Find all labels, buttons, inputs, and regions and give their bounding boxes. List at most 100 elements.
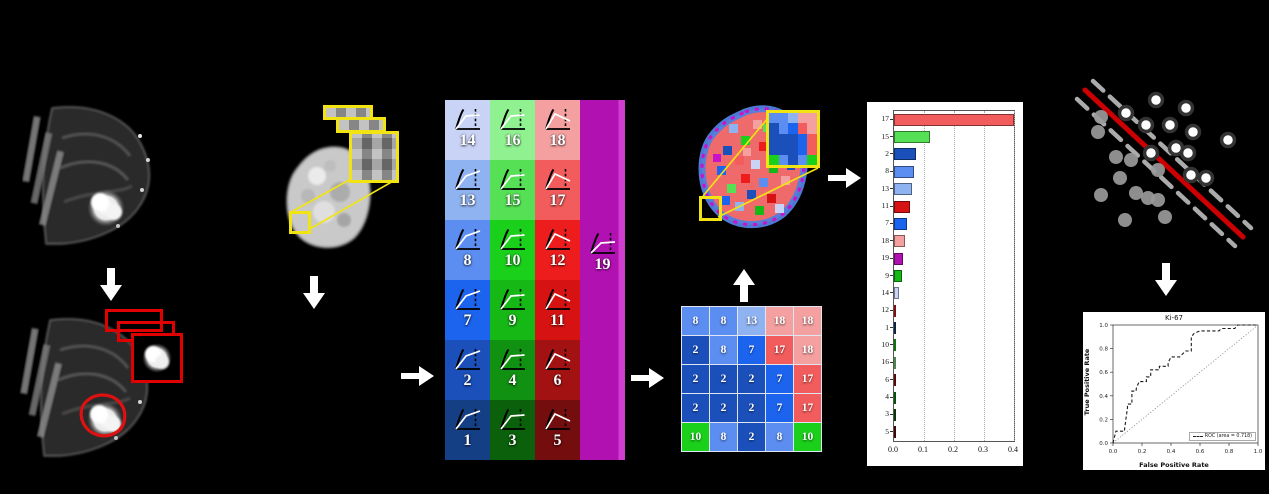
kinetic-class-label: 4 (508, 372, 517, 389)
kinetic-curve-icon (589, 232, 615, 254)
inset-pixel (778, 113, 789, 124)
kinetic-legend: 14 16 18 13 15 17 8 10 12 7 9 11 2 4 6 1 3 5 19 (445, 100, 625, 460)
kinetic-class-label: 8 (463, 252, 472, 269)
kinetic-curve-icon (454, 288, 480, 310)
inset-pixel (769, 123, 779, 134)
inset-pixel (807, 123, 817, 134)
importance-bar (894, 131, 930, 144)
y-tick (890, 118, 893, 120)
importance-chart: 17 15 2 8 13 11 7 18 19 9 14 12 1 10 16 6 4 3 5 0.0 0.1 0.2 0.… (867, 102, 1023, 466)
bar-category-label: 2 (885, 148, 889, 158)
svg-text:0.4: 0.4 (1099, 394, 1108, 400)
patch-cell: 13 (738, 307, 765, 335)
kinetic-class-label: 16 (504, 132, 521, 149)
bar-category-label: 13 (881, 183, 890, 193)
patch-cell: 18 (766, 307, 793, 335)
svg-text:0.8: 0.8 (1225, 449, 1234, 455)
patch-cell: 2 (682, 336, 709, 364)
inset-pixel (769, 144, 779, 155)
svg-text:1.0: 1.0 (1099, 323, 1108, 329)
y-tick (890, 205, 893, 207)
arrow-up-icon (733, 269, 755, 302)
importance-bar (894, 374, 896, 387)
importance-bar (894, 304, 896, 317)
patch-cell: 8 (766, 423, 793, 451)
inset-pixel (807, 144, 817, 155)
inset-pixel (788, 133, 798, 145)
svg-text:0.4: 0.4 (1167, 449, 1176, 455)
importance-bar (894, 217, 907, 230)
patch-cell: 2 (738, 394, 765, 422)
kinetic-class-label: 15 (504, 192, 521, 209)
kinetic-class-label: 10 (504, 252, 521, 269)
kinetic-curve-icon (499, 108, 525, 130)
importance-plot-area (893, 110, 1015, 442)
tumor-contour (79, 393, 127, 438)
y-tick (890, 431, 893, 433)
arrow-right-icon (631, 368, 664, 388)
x-tick-label: 0.0 (888, 445, 898, 454)
inset-pixel (788, 113, 798, 124)
inset-pixel (778, 144, 789, 155)
bar-category-label: 7 (885, 218, 889, 228)
kinetic-class-3: 3 (490, 400, 535, 460)
bar-category-label: 4 (885, 392, 889, 402)
patch-cell: 17 (794, 365, 821, 393)
patch-cell: 7 (738, 336, 765, 364)
svg-text:0.6: 0.6 (1099, 370, 1108, 376)
bar-category-label: 17 (881, 114, 890, 124)
patch-cell: 2 (682, 394, 709, 422)
kinetic-class-14: 14 (445, 100, 490, 160)
patch-cell: 8 (710, 336, 737, 364)
kinetic-class-label: 19 (594, 256, 611, 273)
importance-bar (894, 356, 896, 369)
importance-bar (894, 339, 896, 352)
breast-mri-segmented-image (20, 318, 148, 457)
svg-text:0.6: 0.6 (1196, 449, 1205, 455)
inset-pixel (788, 144, 798, 155)
x-tick-label: 0.4 (1008, 445, 1018, 454)
kinetic-class-17: 17 (535, 160, 580, 220)
kinetic-class-1: 1 (445, 400, 490, 460)
chest-wall-ribs (22, 115, 65, 226)
gridline (984, 111, 985, 441)
kinetic-curve-icon (499, 408, 525, 430)
svg-text:0.0: 0.0 (1099, 441, 1108, 447)
kinetic-class-19: 19 (580, 100, 625, 460)
inset-pixel (797, 144, 808, 155)
y-tick (890, 344, 893, 346)
patch-cell: 2 (738, 423, 765, 451)
arrow-right-icon (828, 168, 861, 188)
x-tick-label: 0.3 (978, 445, 988, 454)
y-tick (890, 379, 893, 381)
inset-pixel (778, 123, 789, 134)
svg-text:0.0: 0.0 (1109, 449, 1118, 455)
svg-text:0.2: 0.2 (1099, 417, 1108, 423)
bar-category-label: 6 (885, 374, 889, 384)
kinetic-class-18: 18 (535, 100, 580, 160)
arrow-down-icon (100, 268, 122, 301)
patch-inset-mosaic (766, 110, 820, 168)
svg-text:1.0: 1.0 (1254, 449, 1263, 455)
importance-bar (894, 200, 910, 213)
svg-text:0.8: 0.8 (1099, 347, 1108, 353)
importance-bar (894, 148, 916, 161)
patch-grid: 8 8 13 18 18 2 8 7 17 18 2 2 2 7 17 2 2 2 7 17 10 8 2 8 10 (681, 306, 822, 452)
bar-category-label: 9 (885, 270, 889, 280)
inset-pixel (769, 113, 779, 124)
kinetic-class-15: 15 (490, 160, 535, 220)
breast-mri-image (22, 106, 150, 245)
inset-pixel (797, 113, 808, 124)
patch-stack-front (349, 131, 399, 183)
importance-bar (894, 391, 896, 404)
kinetic-class-label: 13 (459, 192, 476, 209)
patch-cell: 18 (794, 307, 821, 335)
kinetic-curve-icon (544, 108, 570, 130)
kinetic-class-16: 16 (490, 100, 535, 160)
patch-cell: 8 (682, 307, 709, 335)
kinetic-class-label: 7 (463, 312, 472, 329)
importance-bar (894, 113, 1014, 126)
patch-cell: 18 (794, 336, 821, 364)
importance-bar (894, 287, 899, 300)
